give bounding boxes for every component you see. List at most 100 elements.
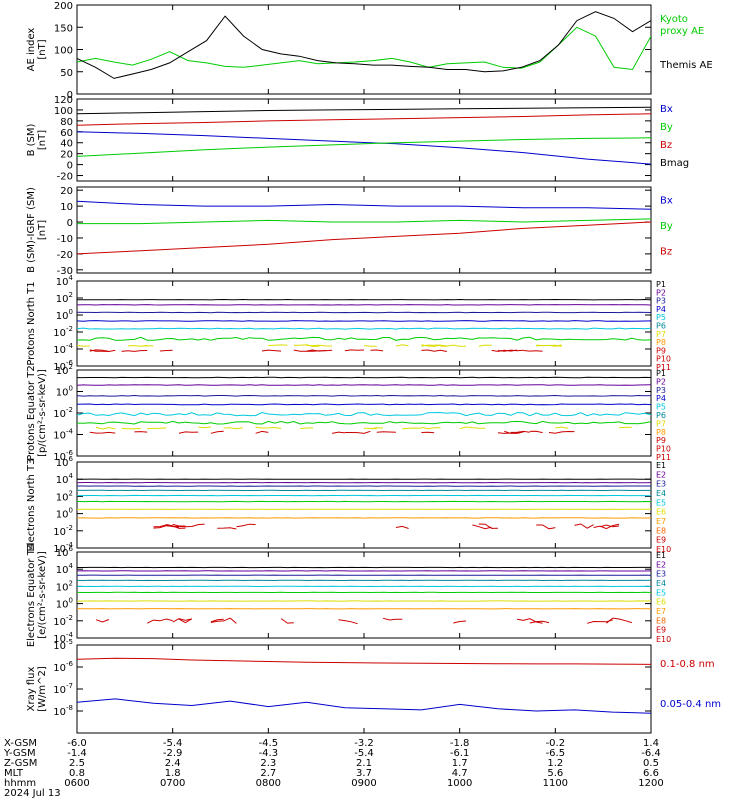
y-tick-label: 10 [60, 202, 73, 213]
legend-label: Bz [660, 140, 672, 151]
series-segment [217, 527, 237, 530]
series-line [77, 106, 651, 115]
channel-label: P1 [656, 280, 666, 289]
panel-8: 10-5 10-6 10-7 10-8 Xray flux [W/m^2] 0.1-0.8 … [26, 638, 721, 734]
series-segment [382, 617, 403, 621]
y-tick-label: 200 [54, 1, 73, 12]
footer-value: 5.6 [547, 768, 563, 779]
channel-label: P11 [656, 453, 671, 462]
series-segment [370, 349, 384, 352]
series-segment [134, 431, 148, 433]
footer-value: -4.3 [259, 748, 279, 759]
channel-label: P8 [656, 428, 666, 437]
y-tick-label: 10-2 [53, 406, 73, 420]
channel-label: P1 [656, 369, 666, 378]
legend-label: By [660, 221, 673, 232]
channel-label: E7 [656, 517, 666, 526]
footer-value: 0600 [64, 778, 89, 789]
series-segment [210, 430, 224, 434]
footer-value: 1.4 [643, 738, 659, 749]
series-segment [172, 523, 186, 527]
series-segment [536, 524, 556, 530]
channel-label: P4 [656, 394, 666, 403]
y-tick-label: 100 [56, 597, 73, 611]
series-line [77, 384, 651, 386]
y-tick-label: 120 [54, 95, 73, 106]
channel-label: E6 [656, 508, 666, 517]
y-tick-label: 100 [54, 46, 73, 57]
series-group [77, 478, 651, 530]
series-line [77, 26, 651, 71]
series-segment [363, 345, 377, 347]
series-segment [198, 426, 211, 429]
series-segment [89, 431, 116, 434]
channel-label: P6 [656, 322, 666, 331]
y-tick-label: -10 [57, 234, 73, 245]
channel-label: E10 [656, 635, 671, 644]
series-segment [402, 427, 422, 430]
footer-row-label: hhmm [4, 778, 36, 789]
series-segment [395, 525, 409, 529]
channel-label: E3 [656, 480, 666, 489]
channel-label: P11 [656, 363, 671, 372]
series-segment [395, 344, 409, 347]
footer-value: 4.7 [452, 768, 468, 779]
y-axis-unit: [e/(cm²-s-sr-keV)] [37, 551, 48, 639]
y-tick-label: -20 [57, 172, 73, 183]
y-axis-unit: [nT] [37, 130, 48, 150]
series-segment [172, 618, 192, 623]
series-segment [77, 344, 90, 347]
footer-row-label: Z-GSM [4, 758, 37, 769]
channel-label: P10 [656, 355, 671, 364]
series-line [77, 420, 651, 425]
y-tick-label: 102 [56, 291, 73, 305]
y-tick-label: 10-5 [53, 638, 73, 652]
channel-label: E8 [656, 526, 666, 535]
y-tick-label: 60 [60, 128, 73, 139]
series-group [77, 376, 651, 434]
channel-label: E10 [656, 545, 671, 554]
channel-label: P10 [656, 445, 671, 454]
y-tick-label: 20 [60, 150, 73, 161]
y-axis-label: Protons Equator T2 [26, 365, 37, 461]
y-axis-label: Protons North T1 [26, 281, 37, 365]
y-tick-label: 104 [56, 274, 74, 288]
legend-label: 0.1-0.8 nm [660, 659, 715, 670]
y-axis-label: Electrons Equator T4 [26, 543, 37, 647]
channel-label: E1 [656, 461, 666, 470]
channel-label: E2 [656, 560, 666, 569]
y-axis-unit: [W/m^2] [37, 666, 48, 712]
channel-label: E4 [656, 489, 666, 498]
series-group [77, 106, 651, 165]
channel-label: P7 [656, 419, 666, 428]
series-segment [453, 620, 467, 624]
footer-value: 2.1 [356, 758, 372, 769]
series-segment [536, 344, 562, 347]
series-line [77, 221, 651, 255]
panel-frame [76, 98, 652, 182]
footer-value: -4.5 [259, 738, 279, 749]
channel-label: P6 [656, 411, 666, 420]
series-segment [255, 430, 269, 434]
series-segment [529, 620, 550, 624]
legend-label: Bmag [660, 158, 689, 169]
panel-6: 106 104 102 100 10-2 10-4 Electrons North T3 E1… [26, 455, 671, 555]
y-tick-label: 10-6 [53, 660, 73, 674]
y-tick-label: 40 [60, 139, 73, 150]
channel-label: P3 [656, 297, 666, 306]
y-tick-label: 100 [56, 507, 73, 521]
y-tick-label: 10-4 [53, 631, 73, 645]
channel-label: E8 [656, 616, 666, 625]
footer-value: 0800 [256, 778, 281, 789]
series-segment [529, 430, 543, 434]
footer-value: 1200 [638, 778, 663, 789]
series-segment [370, 427, 384, 430]
series-segment [497, 431, 524, 434]
series-segment [555, 426, 569, 429]
series-line [77, 411, 651, 417]
series-segment [338, 619, 358, 625]
channel-label: P5 [656, 403, 666, 412]
series-segment [606, 617, 633, 624]
footer-value: -1.4 [67, 748, 87, 759]
series-segment [376, 431, 396, 433]
